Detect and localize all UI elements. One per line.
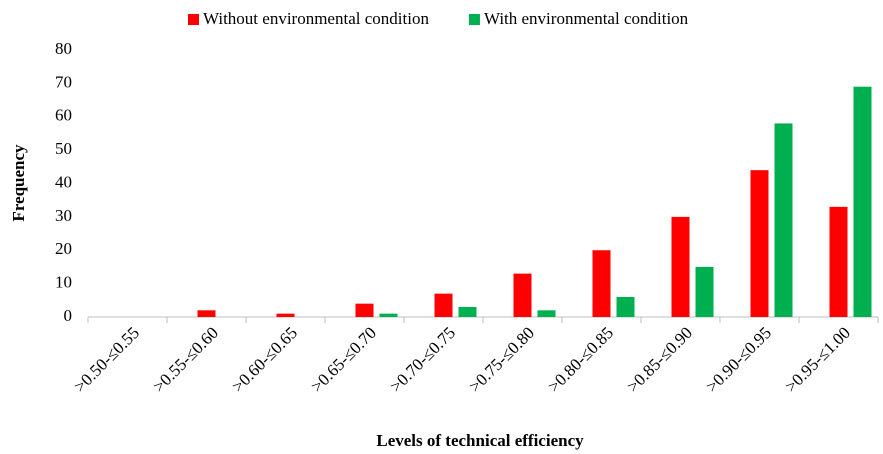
bar	[774, 123, 793, 317]
y-tick-label: 60	[55, 106, 72, 125]
bar	[671, 216, 690, 317]
x-tick-label: >0.95-≤1.00	[781, 323, 854, 396]
legend-label: Without environmental condition	[203, 9, 429, 28]
bar	[829, 206, 848, 317]
y-axis-label: Frequency	[9, 144, 28, 222]
y-tick-label: 30	[55, 206, 72, 225]
x-tick-label: >0.50-≤0.55	[70, 323, 143, 396]
x-tick-label: >0.70-≤0.75	[386, 323, 459, 396]
y-tick-label: 70	[55, 72, 72, 91]
x-tick-label: >0.85-≤0.90	[623, 323, 696, 396]
y-tick-label: 10	[55, 273, 72, 292]
bar	[276, 313, 295, 317]
bar	[695, 266, 714, 317]
bar	[197, 310, 216, 317]
bar	[513, 273, 532, 317]
y-tick-label: 80	[55, 39, 72, 58]
x-axis-label: Levels of technical efficiency	[376, 431, 584, 450]
bar	[355, 303, 374, 317]
x-tick-label: >0.55-≤0.60	[149, 323, 222, 396]
x-tick-label: >0.75-≤0.80	[465, 323, 538, 396]
legend-swatch	[188, 14, 199, 25]
bar	[537, 310, 556, 317]
legend-swatch	[468, 14, 480, 25]
y-tick-label: 20	[55, 239, 72, 258]
bar	[379, 313, 398, 317]
x-tick-label: >0.65-≤0.70	[307, 323, 380, 396]
y-tick-label: 40	[55, 172, 72, 191]
legend-label: With environmental condition	[484, 9, 689, 28]
x-tick-label: >0.60-≤0.65	[228, 323, 301, 396]
y-tick-label: 0	[64, 306, 73, 325]
bar	[434, 293, 453, 317]
bar	[592, 250, 611, 317]
x-tick-label: >0.80-≤0.85	[544, 323, 617, 396]
bar	[616, 296, 635, 317]
y-tick-label: 50	[55, 139, 72, 158]
x-tick-label: >0.90-≤0.95	[702, 323, 775, 396]
bar	[853, 86, 872, 318]
bar	[458, 306, 477, 317]
bar	[750, 170, 769, 317]
